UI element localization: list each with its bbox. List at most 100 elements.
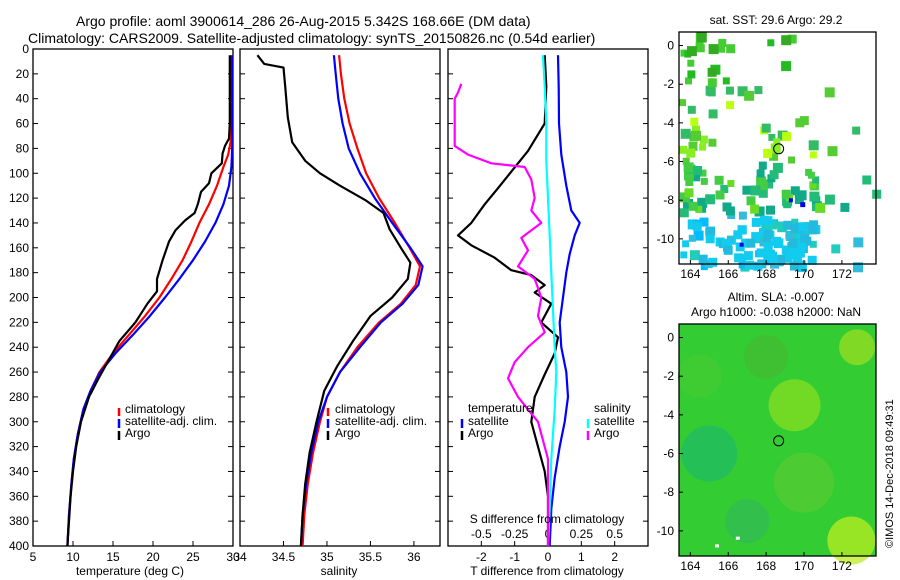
temperature-axis-ticks: 5 10 15 20 25 3002040608010012014016018020022… (9, 42, 240, 564)
sst-cell (725, 86, 734, 95)
sst-cell (686, 148, 696, 158)
sst-cell (809, 151, 817, 159)
sst-cell (808, 140, 819, 151)
series-line-t-argo (456, 55, 560, 546)
map-x-tick-label: 168 (756, 267, 776, 281)
sst-cell (700, 263, 708, 271)
map-x-tick-label: 170 (794, 559, 814, 573)
imos-credit: ©IMOS 14-Dec-2018 09:49:31 (884, 399, 896, 548)
sst-cell (746, 196, 756, 206)
sst-cell (699, 143, 707, 151)
sla-cell (714, 544, 719, 548)
sst-cell (689, 250, 700, 261)
x-tick-label: 34.5 (272, 550, 296, 564)
sst-cell (708, 138, 717, 147)
sst-cell (798, 222, 808, 232)
sla-map: Altim. SLA: -0.007 Argo h1000: -0.038 h2… (657, 290, 877, 573)
sst-cell (718, 38, 727, 47)
sst-cell (792, 256, 802, 266)
y-tick-label: 240 (9, 340, 29, 354)
sst-map-argo-position-marker (773, 143, 785, 155)
sst-cell (745, 260, 754, 270)
sst-cell (790, 186, 800, 196)
y-tick-label: 60 (16, 117, 30, 131)
sst-cell (777, 222, 788, 233)
sst-cell (809, 220, 819, 230)
sst-cell (853, 237, 864, 248)
difference-series (453, 55, 581, 547)
sst-cell (693, 174, 701, 182)
sst-cell (800, 233, 810, 243)
map-x-tick-label: 172 (832, 559, 852, 573)
legend-label-satellite-adj: satellite-adj. clim. (125, 414, 217, 428)
sst-cell (827, 146, 838, 157)
sst-cell (684, 171, 693, 181)
sst-cell (770, 143, 781, 154)
sst-cell (751, 217, 761, 227)
sst-cell (853, 262, 863, 273)
x-tick-label: 25 (186, 550, 200, 564)
sst-cell (707, 78, 717, 88)
sst-cell (727, 180, 735, 187)
x-tick-label: 1 (578, 550, 585, 564)
sla-cell (768, 379, 821, 432)
difference-axis-ticks: -2 -1 0 1 2-0.5 -0.25 0 0.25 0.5 (448, 48, 648, 564)
sst-cell (767, 39, 775, 47)
legend-label-s-argo: Argo (594, 426, 620, 440)
sst-cell (726, 44, 736, 54)
series-line-s-satellite (541, 55, 558, 547)
sst-cell (805, 168, 813, 176)
sst-cell (812, 176, 820, 184)
sst-map-ticks: 164 166 168 170 172 0 -2 -4 -6 -8 -10 (657, 39, 853, 281)
sst-cell (738, 211, 747, 220)
sst-cell (685, 77, 692, 85)
sst-cell (763, 148, 773, 158)
s-diff-tick-label: -0.25 (501, 527, 529, 541)
legend-title-salinity: salinity (594, 401, 631, 415)
sst-cell (807, 255, 817, 265)
sst-cell (781, 189, 791, 199)
sla-map-subtitle: Argo h1000: -0.038 h2000: NaN (691, 305, 861, 319)
sst-cell (763, 240, 773, 250)
sst-cell (787, 34, 797, 44)
sst-cell (764, 179, 774, 189)
sst-cell (685, 178, 694, 186)
sla-cell (681, 425, 738, 482)
sst-cell (781, 61, 792, 72)
sst-cell (688, 234, 696, 242)
sst-cell (824, 194, 835, 205)
series-line-argo (66, 55, 231, 547)
sst-cell (721, 238, 731, 248)
sst-cell (773, 138, 781, 146)
x-tick-label: 2 (611, 550, 618, 564)
x-tick-label: 34 (233, 550, 247, 564)
s-diff-tick-label: 0.5 (606, 527, 623, 541)
temperature-panel: 5 10 15 20 25 3002040608010012014016018020022… (9, 42, 240, 578)
map-x-tick-label: 166 (718, 267, 738, 281)
sst-map-title: sat. SST: 29.6 Argo: 29.2 (710, 13, 843, 27)
series-line-climatology (301, 55, 422, 547)
sst-cell (796, 190, 807, 201)
sst-cell (741, 238, 751, 248)
sst-cell (708, 109, 718, 119)
sst-cell (831, 244, 841, 254)
sst-cell (690, 117, 699, 126)
map-y-tick-label: -4 (663, 408, 674, 422)
legend-label-argo: Argo (125, 426, 151, 440)
sst-cell (707, 67, 717, 77)
sst-cell (693, 166, 703, 175)
series-line-s-argo (453, 83, 550, 546)
map-x-tick-label: 164 (680, 559, 700, 573)
x-tick-label: -1 (509, 550, 520, 564)
sst-cell (679, 208, 689, 218)
sst-cell (743, 251, 753, 261)
sst-cell (737, 225, 747, 235)
legend-label-argo: Argo (335, 426, 361, 440)
sst-cell (763, 245, 773, 255)
x-tick-label: 35 (320, 550, 334, 564)
sst-cell (756, 169, 765, 178)
x-tick-label: 36 (407, 550, 421, 564)
sst-cell (769, 170, 779, 180)
legend-label-s-satellite: satellite (594, 414, 635, 428)
